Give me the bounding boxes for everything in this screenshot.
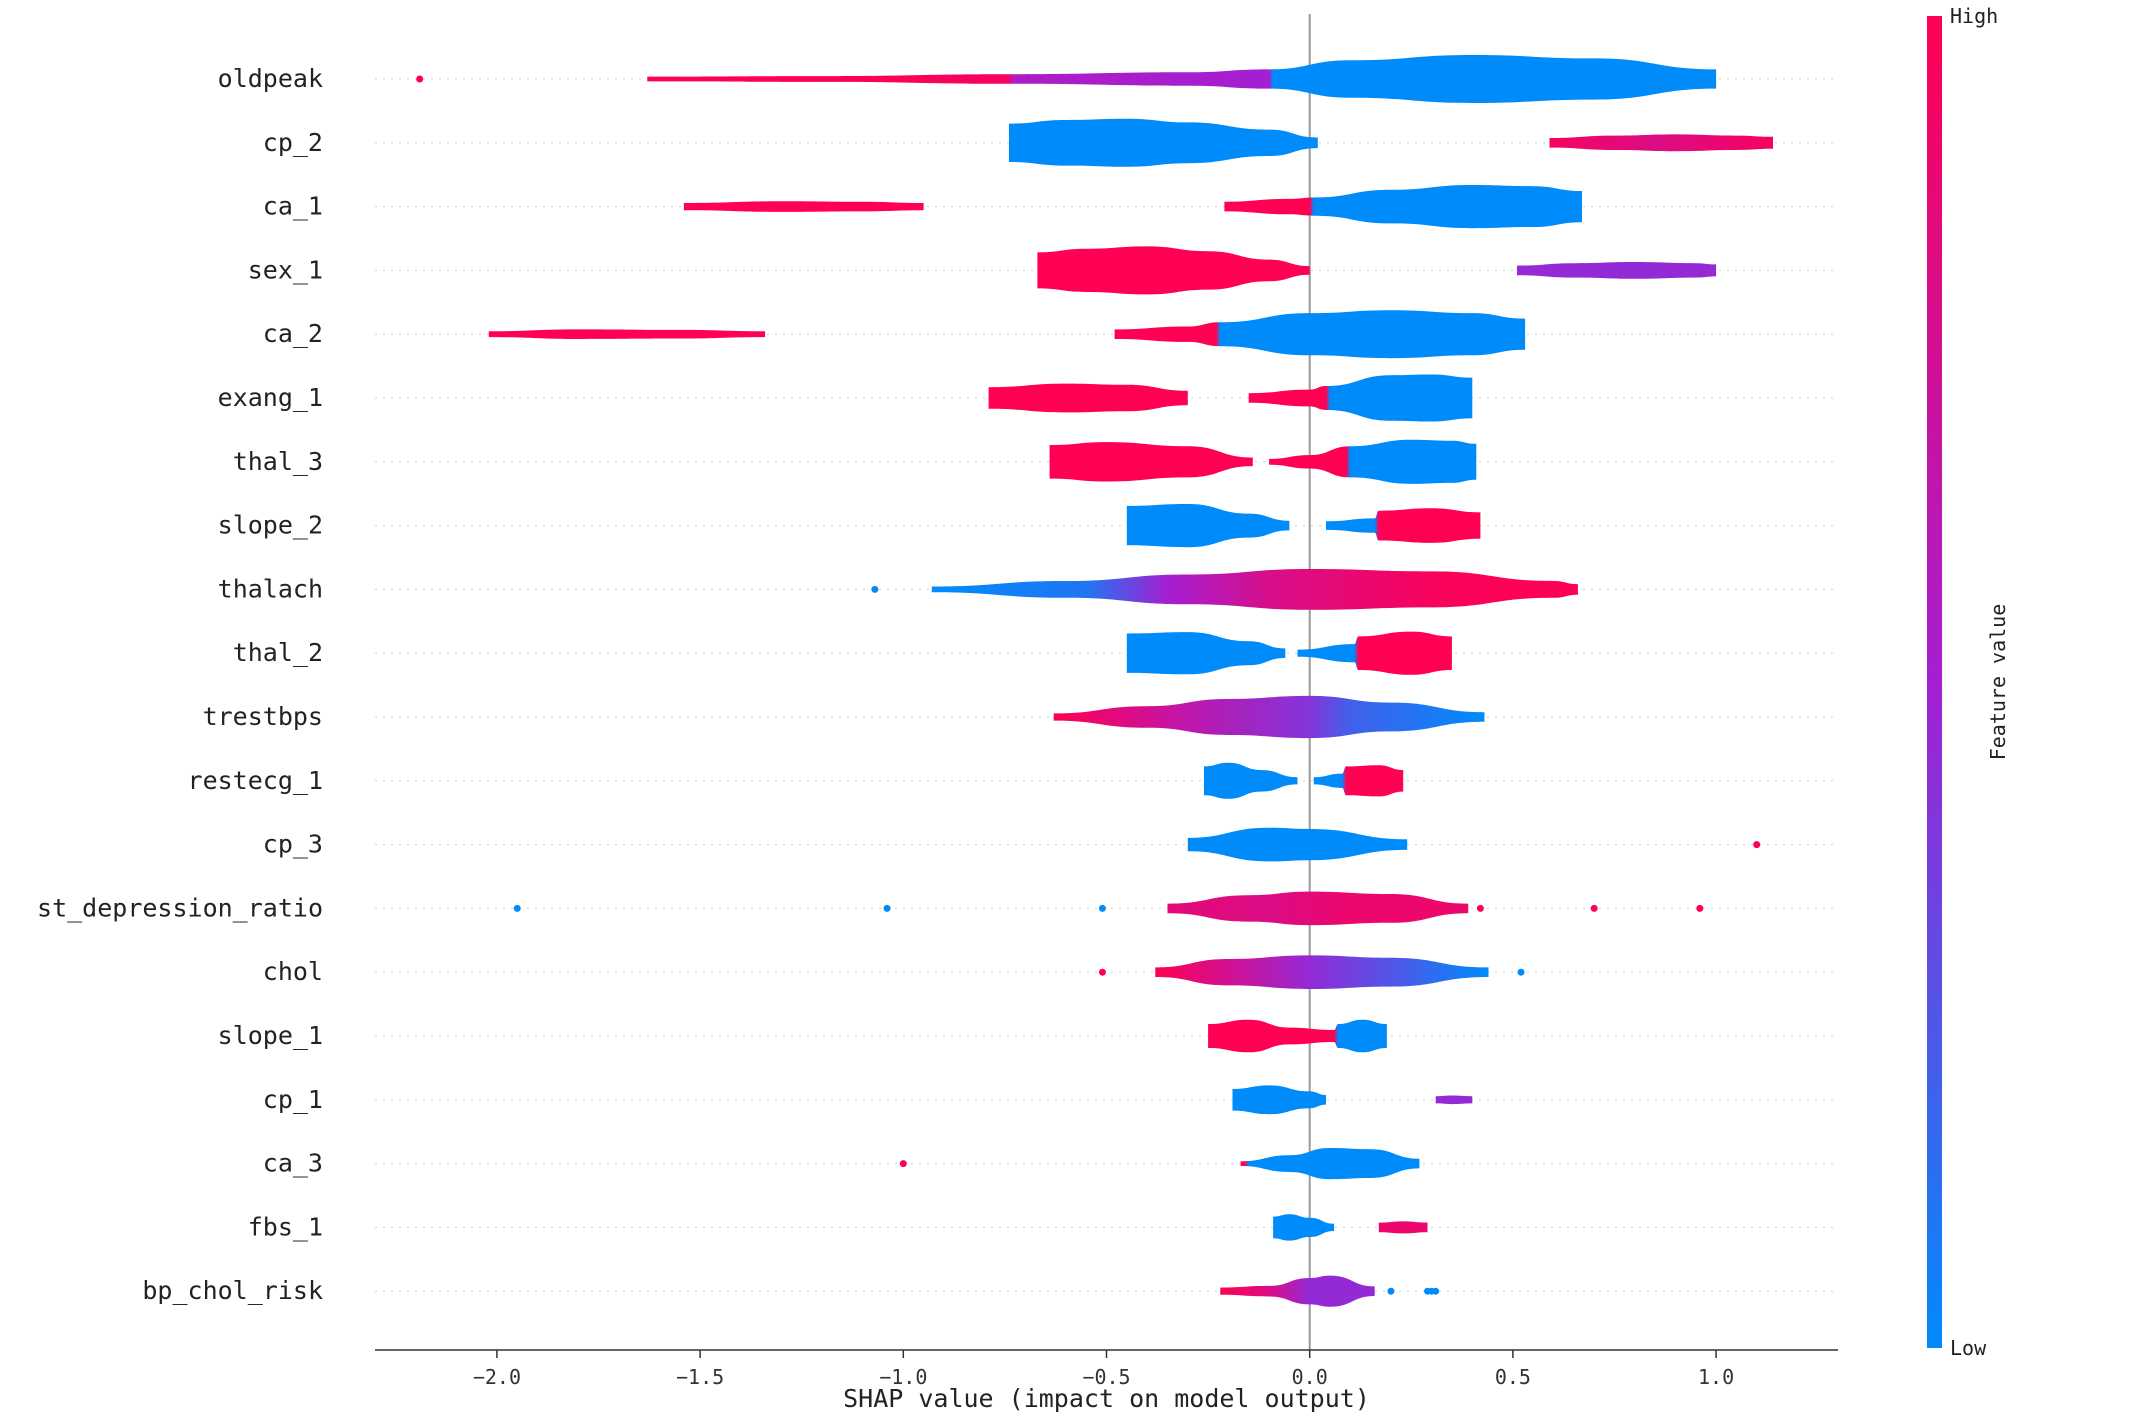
violin-chol <box>1155 955 1489 989</box>
violin-cp_1 <box>1232 1085 1326 1115</box>
outlier-point <box>883 904 891 912</box>
outlier-point <box>1517 968 1525 976</box>
x-axis-title: SHAP value (impact on model output) <box>843 1384 1370 1413</box>
violins <box>488 55 1773 1307</box>
violin-cp_3 <box>1187 827 1408 862</box>
feature-label: thal_3 <box>233 447 323 476</box>
outlier-point <box>1387 1287 1395 1295</box>
feature-label: bp_chol_risk <box>142 1276 323 1305</box>
outlier-point <box>513 904 521 912</box>
violin-slope_1 <box>1208 1019 1387 1053</box>
violin-slope_2 <box>1126 504 1290 548</box>
x-tick-label: −1.0 <box>879 1365 927 1389</box>
x-tick-label: −0.5 <box>1082 1365 1130 1389</box>
violin-restecg_1 <box>1313 765 1404 797</box>
x-tick-label: −1.5 <box>676 1365 724 1389</box>
colorbar: High Low Feature value <box>1927 4 2010 1360</box>
violin-ca_2 <box>1114 310 1526 359</box>
outlier-point <box>1098 968 1106 976</box>
violin-sex_1 <box>1517 262 1717 279</box>
violin-ca_1 <box>1224 185 1582 229</box>
violin-cp_2 <box>1549 134 1773 152</box>
violin-ca_3 <box>1240 1148 1420 1180</box>
x-ticks: −2.0 −1.5 −1.0 −0.5 0.0 0.5 1.0 <box>473 1350 1734 1389</box>
feature-label: thal_2 <box>233 638 323 667</box>
violin-oldpeak <box>647 55 1717 103</box>
feature-label: cp_3 <box>263 830 323 859</box>
feature-label: cp_1 <box>263 1085 323 1114</box>
feature-label: fbs_1 <box>248 1212 323 1241</box>
feature-label: trestbps <box>203 702 323 731</box>
feature-label: oldpeak <box>218 64 323 93</box>
feature-label: sex_1 <box>248 255 323 284</box>
violin-cp_2 <box>1009 118 1318 167</box>
violin-trestbps <box>1053 695 1485 739</box>
feature-label: restecg_1 <box>188 766 323 795</box>
violin-ca_1 <box>683 201 924 212</box>
outlier-points <box>416 75 1761 1295</box>
outlier-point <box>1476 904 1484 912</box>
violin-st_depression_ratio <box>1167 891 1469 926</box>
violin-sex_1 <box>1037 246 1310 295</box>
violin-thal_2 <box>1297 631 1452 675</box>
outlier-point <box>1590 904 1598 912</box>
outlier-point <box>1432 1287 1440 1295</box>
feature-label: ca_2 <box>263 319 323 348</box>
feature-labels: oldpeak cp_2 ca_1 sex_1 ca_2 exang_1 thal_3slo… <box>37 64 323 1305</box>
violin-fbs_1 <box>1273 1214 1335 1241</box>
violin-bp_chol_risk <box>1220 1275 1375 1307</box>
violin-restecg_1 <box>1204 762 1298 799</box>
feature-label: exang_1 <box>218 383 323 412</box>
violin-cp_1 <box>1435 1095 1473 1105</box>
violin-exang_1 <box>1248 374 1473 422</box>
violin-exang_1 <box>988 383 1188 413</box>
outlier-point <box>899 1160 907 1168</box>
x-axis: −2.0 −1.5 −1.0 −0.5 0.0 0.5 1.0 SHAP value (im… <box>375 1349 1838 1413</box>
feature-label: chol <box>263 957 323 986</box>
violin-fbs_1 <box>1378 1221 1428 1234</box>
feature-label: slope_1 <box>218 1021 323 1050</box>
x-tick-label: −2.0 <box>473 1365 521 1389</box>
feature-label: ca_3 <box>263 1149 323 1178</box>
violin-ca_2 <box>488 329 766 339</box>
violin-thal_3 <box>1049 442 1253 482</box>
violin-thalach <box>931 569 1578 610</box>
feature-label: thalach <box>218 574 323 603</box>
violin-thal_2 <box>1126 632 1286 675</box>
x-tick-label: 0.5 <box>1495 1365 1531 1389</box>
colorbar-low-label: Low <box>1950 1336 1987 1360</box>
violin-slope_2 <box>1326 508 1481 543</box>
feature-label: st_depression_ratio <box>37 893 323 922</box>
outlier-point <box>1098 904 1106 912</box>
colorbar-title: Feature value <box>1986 604 2010 761</box>
violin-thal_3 <box>1269 439 1477 484</box>
colorbar-gradient <box>1927 16 1942 1348</box>
feature-label: ca_1 <box>263 192 323 221</box>
feature-label: cp_2 <box>263 128 323 157</box>
feature-label: slope_2 <box>218 511 323 540</box>
outlier-point <box>416 75 424 83</box>
outlier-point <box>1753 841 1761 849</box>
outlier-point <box>871 585 879 593</box>
x-tick-label: 1.0 <box>1698 1365 1734 1389</box>
outlier-point <box>1696 904 1704 912</box>
x-tick-label: 0.0 <box>1292 1365 1328 1389</box>
colorbar-high-label: High <box>1950 4 1998 28</box>
